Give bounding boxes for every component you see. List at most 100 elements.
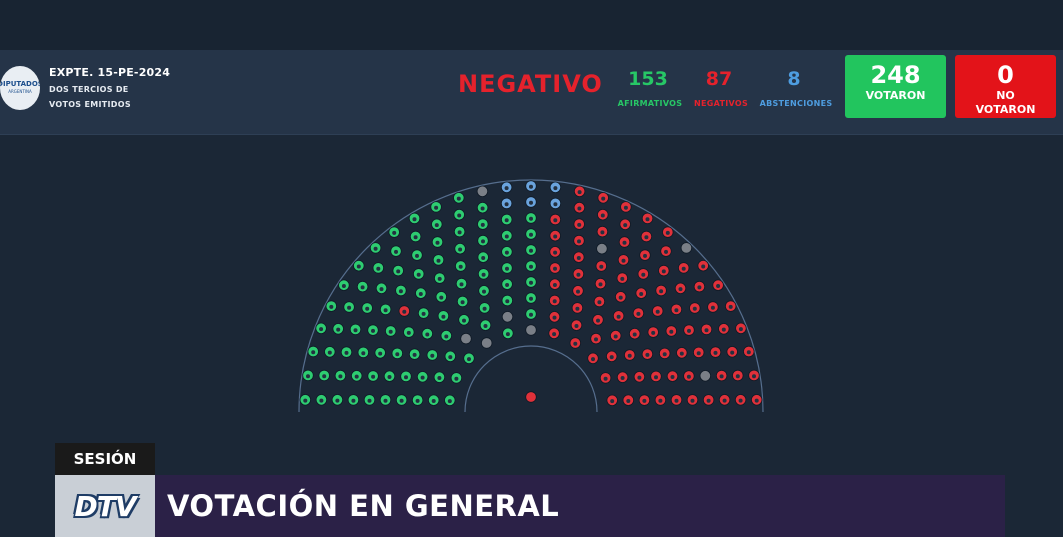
seat-portrait-icon: [456, 196, 461, 201]
seat-portrait-icon: [553, 202, 558, 207]
seat-portrait-icon: [643, 253, 647, 258]
seat-portrait-icon: [354, 374, 359, 379]
seat-portrait-icon: [482, 306, 487, 311]
seat-portrait-icon: [378, 351, 383, 356]
seat-portrait-icon: [404, 375, 408, 380]
seat-portrait-icon: [505, 332, 510, 337]
seat-portrait-icon: [651, 330, 656, 335]
seat-portrait-icon: [412, 217, 417, 222]
seat-portrait-icon: [383, 398, 388, 403]
seat-portrait-icon: [335, 398, 340, 403]
seat-portrait-icon: [622, 240, 627, 245]
seat-portrait-icon: [504, 250, 509, 255]
seat-portrait-icon: [462, 318, 466, 323]
seat-portrait-icon: [303, 398, 308, 403]
seat-portrait-icon: [596, 318, 600, 323]
seat-portrait-icon: [480, 206, 485, 211]
seat-portrait-icon: [620, 276, 625, 281]
seat-portrait-icon: [480, 222, 485, 227]
seat-portrait-icon: [336, 327, 341, 332]
no-votaron-box: 0 NO VOTARON: [955, 55, 1056, 118]
votaron-label: VOTARON: [865, 89, 926, 102]
seat-ausente: [699, 370, 712, 382]
seat-portrait-icon: [439, 295, 444, 300]
seat-portrait-icon: [311, 350, 316, 355]
seat-portrait-icon: [431, 399, 436, 403]
seat-portrait-icon: [481, 272, 486, 277]
seat-portrait-icon: [728, 304, 733, 309]
seat-portrait-icon: [601, 196, 606, 201]
seat-portrait-icon: [644, 235, 649, 240]
seat-portrait-icon: [735, 374, 740, 379]
seat-portrait-icon: [458, 264, 463, 269]
dtv-logo-text: DTV: [74, 489, 136, 523]
seat-portrait-icon: [529, 312, 533, 317]
seat-portrait-icon: [504, 218, 509, 223]
dtv-logo: DTV: [55, 475, 155, 537]
seat-portrait-icon: [371, 328, 375, 333]
seat-portrait-icon: [481, 256, 486, 260]
seat-portrait-icon: [379, 287, 384, 292]
seat-portrait-icon: [577, 190, 582, 195]
seat-portrait-icon: [459, 282, 464, 287]
votaron-count: 248: [870, 61, 921, 89]
seat-portrait-icon: [626, 399, 631, 403]
seat-portrait-icon: [618, 295, 623, 300]
seat-portrait-icon: [662, 352, 667, 357]
seat-ausente: [680, 242, 693, 254]
seat-portrait-icon: [701, 264, 706, 269]
seat-portrait-icon: [371, 374, 376, 379]
seat-portrait-icon: [481, 239, 485, 244]
seat-portrait-icon: [719, 374, 724, 379]
seat-portrait-icon: [457, 230, 462, 235]
seat-portrait-icon: [678, 287, 683, 292]
seat-portrait-icon: [388, 329, 393, 334]
seat-portrait-icon: [552, 283, 557, 287]
seat-portrait-icon: [435, 240, 440, 245]
majority-line-1: DOS TERCIOS DE: [49, 85, 129, 94]
seat-portrait-icon: [406, 330, 411, 335]
seat-portrait-icon: [529, 264, 533, 269]
negativos-count: 87: [705, 68, 733, 90]
seat-portrait-icon: [529, 200, 533, 205]
seat-portrait-icon: [338, 374, 343, 379]
seat-portrait-icon: [553, 234, 558, 239]
seat-portrait-icon: [600, 230, 605, 235]
seat-portrait-icon: [361, 351, 366, 356]
seat-portrait-icon: [575, 306, 580, 311]
seat-portrait-icon: [692, 306, 697, 311]
seat-portrait-icon: [415, 398, 420, 403]
seat-portrait-icon: [574, 324, 579, 328]
seat-portrait-icon: [552, 299, 557, 304]
seat-portrait-icon: [738, 398, 743, 403]
lower-third-bar: DTV VOTACIÓN EN GENERAL: [55, 475, 1005, 537]
seat-portrait-icon: [637, 375, 642, 380]
seat-portrait-icon: [674, 398, 679, 403]
seat-portrait-icon: [641, 272, 646, 277]
seat-portrait-icon: [577, 222, 582, 227]
seat-portrait-icon: [413, 235, 418, 240]
seat-portrait-icon: [504, 234, 509, 239]
negativos-label: NEGATIVOS: [693, 99, 749, 108]
seat-portrait-icon: [599, 264, 604, 269]
abstenciones-count: 8: [787, 68, 801, 90]
seat-portrait-icon: [576, 256, 581, 260]
seat-portrait-icon: [754, 398, 759, 403]
seat-portrait-icon: [351, 398, 356, 403]
seat-portrait-icon: [686, 374, 691, 379]
seat-portrait-icon: [353, 328, 358, 333]
seat-portrait-icon: [594, 337, 598, 342]
seat-portrait-icon: [327, 350, 332, 355]
seat-portrait-icon: [655, 309, 660, 314]
seat-portrait-icon: [504, 202, 509, 207]
seat-ausente: [525, 324, 537, 336]
seat-portrait-icon: [376, 266, 381, 271]
seat-portrait-icon: [730, 350, 735, 355]
seat-portrait-icon: [621, 258, 626, 263]
seat-portrait-icon: [553, 186, 558, 191]
seat-portrait-icon: [412, 352, 417, 357]
no-votaron-count: 0: [997, 61, 1014, 89]
session-title: VOTACIÓN EN GENERAL: [167, 489, 560, 523]
seat-ausente: [596, 242, 608, 255]
seat-portrait-icon: [425, 332, 430, 337]
